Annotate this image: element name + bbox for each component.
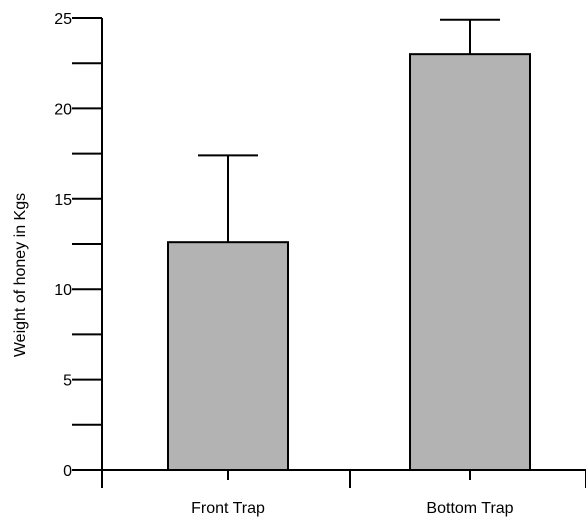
x-category-label: Bottom Trap [426,500,513,517]
y-tick-label: 15 [54,192,72,209]
y-tick-label: 10 [54,282,72,299]
bar [409,53,531,471]
y-tick-label: 0 [63,463,72,480]
x-category-label: Front Trap [191,500,265,517]
y-tick-label: 25 [54,11,72,28]
y-tick-label: 20 [54,101,72,118]
y-tick-label: 5 [63,373,72,390]
bars [167,18,531,471]
bar [167,241,289,471]
x-axis [100,469,586,488]
y-axis-title: Weight of honey in Kgs [12,193,29,357]
labels: 0 5 10 15 20 25 Front Trap Bottom Trap [54,11,513,517]
y-axis [72,17,103,471]
